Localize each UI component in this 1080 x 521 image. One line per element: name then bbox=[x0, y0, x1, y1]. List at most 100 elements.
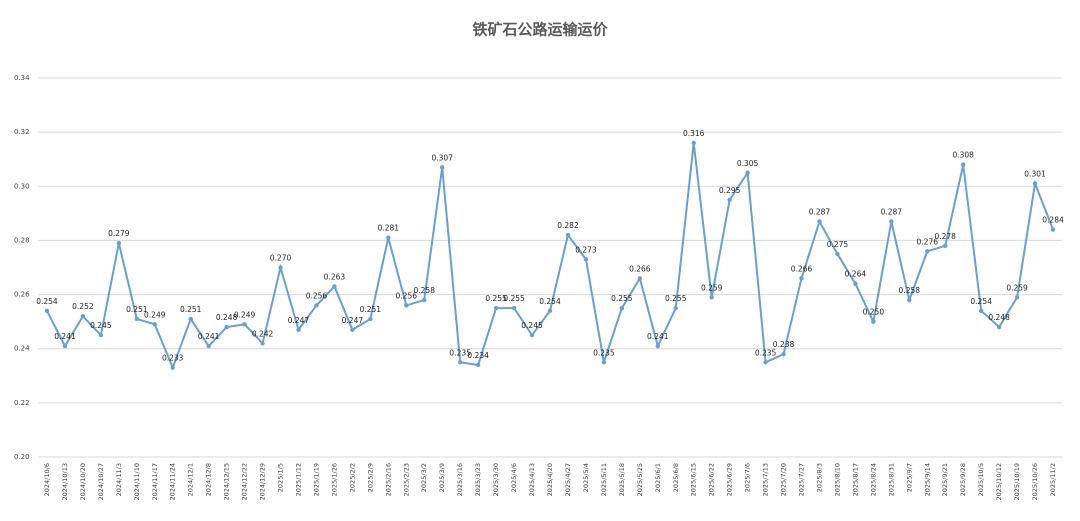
x-tick-label: 2025/2/23 bbox=[402, 463, 410, 496]
point bbox=[493, 305, 499, 311]
x-tick-label: 2025/8/17 bbox=[851, 463, 859, 496]
point bbox=[853, 281, 858, 286]
y-tick-label: 0.28 bbox=[14, 236, 30, 244]
data-label: 0.254 bbox=[970, 297, 992, 306]
data-label: 0.234 bbox=[467, 351, 489, 360]
point bbox=[1014, 295, 1020, 300]
data-label: 0.233 bbox=[162, 354, 184, 363]
data-label: 0.238 bbox=[773, 340, 795, 349]
point bbox=[907, 297, 912, 303]
point bbox=[835, 251, 840, 257]
x-tick-label: 2025/11/2 bbox=[1049, 463, 1057, 496]
point bbox=[978, 308, 984, 314]
x-tick-label: 2025/5/4 bbox=[582, 463, 590, 492]
x-tick-label: 2025/2/2 bbox=[348, 463, 356, 492]
x-tick-label: 2024/11/24 bbox=[169, 463, 177, 500]
x-tick-label: 2025/3/30 bbox=[492, 463, 500, 496]
data-label: 0.258 bbox=[414, 286, 436, 295]
y-tick-label: 0.24 bbox=[14, 345, 30, 353]
x-tick-label: 2025/10/26 bbox=[1031, 463, 1039, 500]
x-tick-label: 2025/2/16 bbox=[384, 463, 392, 496]
point bbox=[925, 249, 930, 254]
x-tick-label: 2025/4/6 bbox=[510, 463, 518, 492]
data-label: 0.247 bbox=[342, 316, 364, 325]
x-tick-label: 2024/12/22 bbox=[241, 463, 249, 500]
point bbox=[709, 295, 714, 300]
data-label: 0.248 bbox=[216, 313, 238, 322]
data-label: 0.247 bbox=[288, 316, 310, 325]
x-tick-label: 2025/9/7 bbox=[905, 463, 913, 492]
point bbox=[332, 284, 337, 289]
point bbox=[601, 360, 607, 365]
point bbox=[565, 232, 571, 238]
data-label: 0.259 bbox=[701, 283, 723, 292]
x-tick-label: 2025/6/22 bbox=[708, 463, 716, 496]
x-tick-label: 2025/7/13 bbox=[762, 463, 770, 496]
x-tick-label: 2025/9/21 bbox=[941, 463, 949, 496]
x-tick-label: 2025/1/26 bbox=[330, 463, 338, 496]
data-label: 0.254 bbox=[539, 297, 561, 306]
data-label: 0.295 bbox=[719, 186, 741, 195]
y-tick-label: 0.30 bbox=[14, 182, 30, 190]
x-tick-label: 2024/12/15 bbox=[223, 463, 231, 500]
x-tick-label: 2025/9/28 bbox=[959, 463, 967, 496]
point bbox=[781, 351, 786, 357]
x-tick-label: 2025/4/13 bbox=[528, 463, 536, 496]
x-tick-label: 2025/10/5 bbox=[977, 463, 985, 496]
data-label: 0.250 bbox=[863, 308, 885, 317]
y-tick-label: 0.34 bbox=[14, 74, 30, 82]
y-tick-label: 0.26 bbox=[14, 291, 30, 299]
data-label: 0.255 bbox=[611, 294, 633, 303]
point bbox=[673, 305, 678, 311]
x-tick-label: 2024/11/17 bbox=[151, 463, 159, 500]
point bbox=[368, 316, 373, 322]
point bbox=[386, 235, 391, 240]
point bbox=[871, 319, 876, 324]
point bbox=[619, 305, 625, 311]
data-label: 0.301 bbox=[1024, 170, 1046, 179]
x-tick-label: 2025/6/15 bbox=[690, 463, 698, 496]
x-tick-label: 2025/1/19 bbox=[312, 463, 320, 496]
point bbox=[817, 219, 822, 224]
data-label: 0.308 bbox=[952, 151, 974, 160]
x-tick-label: 2025/1/12 bbox=[294, 463, 302, 496]
point bbox=[224, 324, 229, 330]
point bbox=[350, 327, 355, 332]
x-tick-label: 2025/6/29 bbox=[726, 463, 734, 496]
data-label: 0.282 bbox=[557, 221, 579, 230]
x-tick-label: 2025/10/19 bbox=[1013, 463, 1021, 500]
point bbox=[583, 257, 589, 262]
point bbox=[1050, 227, 1056, 232]
chart-title: 铁矿石公路运输运价 bbox=[472, 21, 608, 39]
x-tick-label: 2025/1/5 bbox=[277, 463, 285, 492]
x-tick-label: 2024/10/13 bbox=[61, 463, 69, 500]
x-tick-label: 2025/8/31 bbox=[887, 463, 895, 496]
x-tick-label: 2025/5/11 bbox=[600, 463, 608, 496]
data-label: 0.241 bbox=[54, 332, 76, 341]
x-tick-label: 2025/3/2 bbox=[420, 463, 428, 492]
data-label: 0.251 bbox=[180, 305, 202, 314]
data-label: 0.275 bbox=[827, 240, 849, 249]
data-label: 0.241 bbox=[198, 332, 220, 341]
y-tick-label: 0.22 bbox=[14, 399, 30, 407]
point bbox=[637, 276, 643, 281]
x-tick-label: 2024/10/20 bbox=[79, 463, 87, 500]
data-label: 0.255 bbox=[665, 294, 687, 303]
data-label: 0.255 bbox=[485, 294, 507, 303]
data-label: 0.266 bbox=[791, 264, 813, 273]
point bbox=[1032, 181, 1038, 186]
point bbox=[314, 303, 319, 308]
data-label: 0.256 bbox=[306, 291, 328, 300]
point bbox=[260, 341, 265, 346]
point bbox=[799, 276, 804, 281]
x-tick-label: 2025/3/9 bbox=[438, 463, 446, 492]
data-label: 0.263 bbox=[324, 272, 346, 281]
x-tick-label: 2024/11/10 bbox=[133, 463, 141, 500]
point bbox=[529, 332, 535, 338]
point bbox=[44, 308, 50, 314]
point bbox=[404, 303, 409, 308]
point bbox=[960, 162, 966, 167]
x-tick-label: 2025/7/27 bbox=[798, 463, 806, 496]
data-label: 0.249 bbox=[144, 310, 166, 319]
